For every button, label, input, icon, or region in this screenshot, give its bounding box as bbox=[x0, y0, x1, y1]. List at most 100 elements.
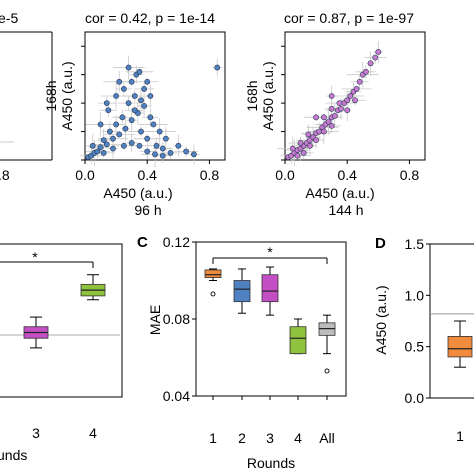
scatter-point bbox=[328, 105, 335, 112]
scatter-point bbox=[116, 78, 123, 85]
scatter-point bbox=[347, 93, 354, 99]
scatter-point bbox=[320, 114, 327, 121]
scatter-point bbox=[313, 137, 320, 143]
scatter-point bbox=[305, 131, 312, 138]
scatter-point bbox=[120, 85, 127, 92]
box-c-boxes bbox=[204, 266, 336, 374]
scatter-point bbox=[125, 64, 132, 71]
box-c-ylabel: MAE bbox=[147, 305, 163, 335]
scatter-point bbox=[147, 114, 154, 121]
ytick-label: 0.08 bbox=[163, 311, 190, 327]
scatter-point bbox=[119, 114, 126, 121]
xtick-label: 4 bbox=[294, 430, 302, 446]
scatter-point bbox=[175, 142, 182, 149]
scatter-point bbox=[89, 142, 96, 149]
ytick-label: 0.5 bbox=[405, 339, 425, 355]
xtick-label: 1 bbox=[209, 430, 217, 446]
scatter-point bbox=[344, 107, 351, 114]
box-c-xlabel: Rounds bbox=[247, 455, 295, 471]
ytick-label: 1.5 bbox=[405, 236, 425, 252]
scatter-point bbox=[162, 135, 169, 142]
scatter-point bbox=[100, 149, 107, 156]
scatter-144h-title: cor = 0.87, p = 1e-97 bbox=[284, 10, 414, 26]
box-left-cut-boxes bbox=[23, 274, 106, 349]
scatter-144h-yticks bbox=[281, 45, 285, 161]
box-c-frame bbox=[195, 241, 347, 397]
scatter-point bbox=[128, 117, 135, 124]
xtick-label: 0.8 bbox=[200, 167, 220, 183]
ytick-label: 0.0 bbox=[405, 390, 425, 406]
scatter-point bbox=[141, 103, 148, 109]
scatter-96h-errorbars bbox=[80, 55, 223, 168]
scatter-point bbox=[214, 64, 221, 71]
scatter-point bbox=[131, 107, 138, 114]
scatter-point bbox=[141, 85, 148, 92]
scatter-point bbox=[128, 78, 135, 85]
box-body bbox=[233, 280, 251, 303]
scatter-point bbox=[190, 151, 197, 158]
box-d-boxes bbox=[447, 320, 473, 368]
scatter-144h-frame bbox=[284, 31, 426, 161]
box-left-cut-xlabel: unds bbox=[0, 447, 27, 463]
scatter-point bbox=[144, 148, 151, 155]
xtick-label: 0.4 bbox=[137, 167, 157, 183]
scatter-point bbox=[306, 142, 313, 149]
scatter-point bbox=[167, 149, 174, 156]
scatter-point bbox=[103, 100, 110, 107]
xtick-label: 2 bbox=[238, 430, 246, 446]
scatter-point bbox=[94, 148, 101, 155]
scatter-point bbox=[97, 121, 104, 128]
scatter-point bbox=[120, 142, 127, 149]
scatter-point bbox=[97, 144, 104, 151]
scatter-point bbox=[344, 97, 351, 104]
scatter-point bbox=[136, 68, 143, 75]
scatter-point bbox=[367, 60, 374, 67]
scatter-point bbox=[375, 49, 382, 55]
scatter-point bbox=[313, 114, 320, 121]
scatter-96h-points bbox=[85, 64, 221, 161]
panel-letter-d: D bbox=[375, 235, 386, 252]
scatter-point bbox=[159, 152, 166, 159]
scatter-96h-ylabel: 168h bbox=[43, 80, 59, 111]
scatter-point bbox=[152, 151, 158, 158]
scatter-96h-xlabel2: 96 h bbox=[134, 202, 161, 218]
scatter-point bbox=[106, 128, 113, 135]
scatter-point bbox=[113, 121, 120, 128]
scatter-point bbox=[156, 128, 163, 135]
scatter-144h-xticks: 0.0 0.4 0.8 bbox=[275, 160, 419, 183]
scatter-point bbox=[100, 137, 107, 143]
scatter-point bbox=[128, 140, 135, 146]
scatter-point bbox=[372, 54, 379, 61]
scatter-point bbox=[328, 122, 335, 129]
scatter-point bbox=[325, 118, 332, 125]
box-left-cut-xtick-4: 4 bbox=[89, 425, 97, 441]
box-body bbox=[289, 326, 307, 355]
scatter-point bbox=[294, 152, 301, 159]
scatter-point bbox=[297, 140, 304, 146]
box-c-significance: * bbox=[267, 244, 273, 260]
scatter-96h-xlabel: A450 (a.u.) bbox=[103, 185, 172, 201]
scatter-point bbox=[116, 131, 123, 138]
box-c-xticks: 1 2 3 4 All bbox=[209, 396, 335, 446]
scatter-96h-xticks: 0.0 0.4 0.8 bbox=[75, 160, 219, 183]
scatter-point bbox=[138, 97, 144, 104]
panel-letter-c: C bbox=[137, 234, 148, 251]
scatter-point bbox=[122, 125, 129, 132]
scatter-144h-points bbox=[285, 49, 382, 161]
scatter-point bbox=[362, 68, 369, 75]
scatter-point bbox=[147, 93, 154, 99]
scatter-left-cut-xtick: .8 bbox=[0, 167, 10, 183]
box-left-cut: * 3 4 unds bbox=[0, 243, 123, 463]
box-body bbox=[204, 269, 222, 279]
ytick-label: 0.12 bbox=[163, 234, 190, 250]
scatter-point bbox=[136, 142, 143, 149]
scatter-left-cut: e-5 .8 bbox=[0, 10, 53, 183]
box-left-cut-xtick-3: 3 bbox=[32, 425, 40, 441]
scatter-point bbox=[331, 113, 338, 119]
scatter-point bbox=[105, 107, 112, 114]
scatter-point bbox=[113, 93, 120, 99]
box-panel-c: C * 0.04 0.08 0.12 1 2 3 4 All MAE Rounds bbox=[137, 234, 347, 471]
scatter-144h-xlabel: A450 (a.u.) bbox=[305, 185, 374, 201]
scatter-point bbox=[110, 145, 116, 152]
